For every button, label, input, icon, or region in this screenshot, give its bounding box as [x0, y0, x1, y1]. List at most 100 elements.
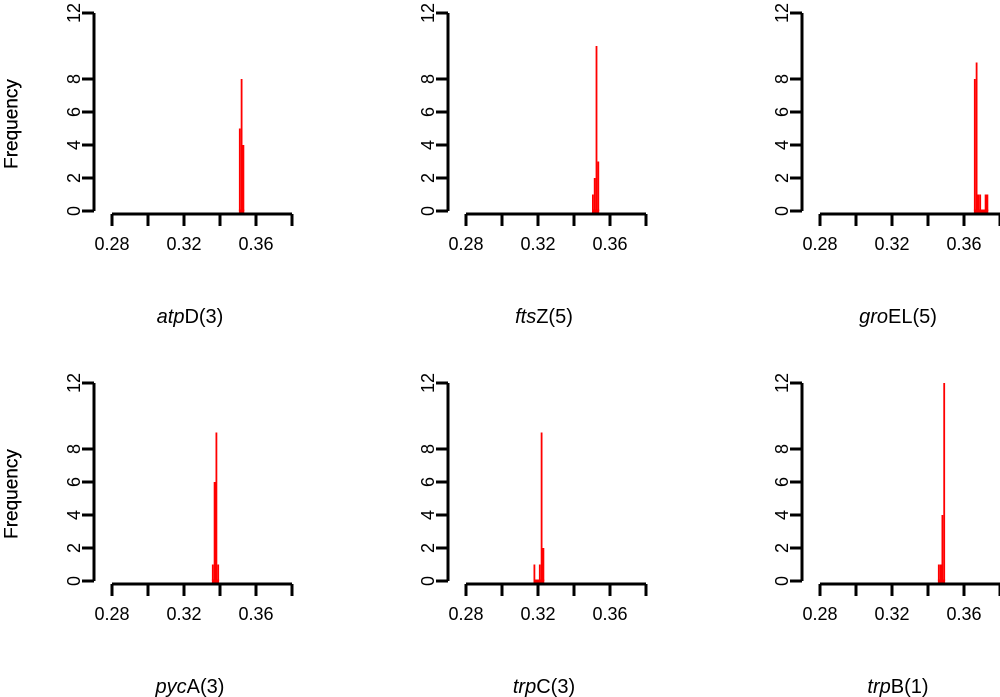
gene-name-italic: atp: [157, 306, 185, 328]
x-tick-label: 0.36: [592, 604, 627, 624]
y-tick-label: 4: [64, 140, 84, 150]
x-tick-label: 0.32: [874, 604, 909, 624]
histogram-bar: [211, 564, 214, 581]
histogram-bar: [213, 482, 216, 581]
x-axis-label: atpD(3): [157, 306, 224, 328]
histogram-bar: [593, 178, 596, 211]
y-tick-label: 4: [418, 510, 438, 520]
y-tick-label: 4: [772, 510, 792, 520]
y-tick-label: 6: [418, 107, 438, 117]
histogram-panel-5: 0.28 0.32 0.36 0 2 4 6 8 12 Frequency trpC(3): [2, 373, 648, 697]
gene-name-italic: gro: [859, 306, 888, 328]
y-axis-label: Frequency: [2, 79, 23, 169]
x-tick-label: 0.32: [520, 234, 555, 254]
y-tick-label: 4: [772, 140, 792, 150]
y-tick-label: 6: [772, 477, 792, 487]
x-axis-label: groEL(5): [859, 306, 937, 328]
histogram-bar: [939, 564, 942, 581]
histogram-bar: [984, 194, 987, 211]
x-axis-label: ftsZ(5): [515, 306, 573, 328]
gene-name-suffix: A(3): [187, 676, 225, 697]
y-tick-label: 2: [772, 173, 792, 183]
y-tick-label: 2: [418, 543, 438, 553]
gene-name-italic: trp: [513, 676, 536, 697]
histogram-bar: [941, 515, 944, 581]
y-tick-label: 12: [772, 373, 792, 393]
x-tick-label: 0.36: [592, 234, 627, 254]
histogram-bar: [538, 564, 541, 581]
histogram-panel-4: 0.28 0.32 0.36 0 2 4 6 8 12 Frequency pycA(3): [2, 373, 294, 697]
histogram-panel-1: 0.28 0.32 0.36 0 2 4 6 8 12 Frequency atpD(3): [2, 3, 294, 328]
y-axis-label: Frequency: [2, 79, 23, 169]
x-tick-label: 0.32: [874, 234, 909, 254]
y-tick-label: 8: [772, 444, 792, 454]
x-axis-label: trpC(3): [513, 676, 575, 697]
histogram-bar: [217, 564, 220, 581]
x-tick-label: 0.28: [94, 604, 129, 624]
histogram-bar: [215, 432, 218, 581]
gene-name-suffix: D(3): [184, 306, 223, 328]
x-tick-label: 0.36: [238, 604, 273, 624]
y-tick-label: 12: [418, 3, 438, 23]
x-tick-label: 0.28: [448, 234, 483, 254]
y-tick-label: 12: [772, 3, 792, 23]
y-tick-label: 8: [418, 444, 438, 454]
y-tick-label: 0: [418, 576, 438, 586]
y-axis-label: Frequency: [2, 449, 23, 539]
y-axis-label: Frequency: [2, 449, 23, 539]
histogram-bar: [533, 564, 536, 581]
histogram-bar: [943, 383, 946, 581]
histogram-bar: [540, 432, 543, 581]
gene-name-italic: pyc: [155, 676, 187, 697]
y-tick-label: 8: [772, 74, 792, 84]
histogram-bar: [542, 548, 545, 581]
histogram-panel-3: 0.28 0.32 0.36 0 2 4 6 8 12 Frequency groEL(5): [2, 3, 1000, 328]
x-axis-label: pycA(3): [155, 676, 225, 697]
y-tick-label: 2: [64, 173, 84, 183]
gene-name-italic: fts: [515, 306, 536, 328]
y-tick-label: 12: [64, 3, 84, 23]
y-axis-label: Frequency: [2, 79, 23, 169]
histogram-bar: [597, 161, 600, 211]
histogram-bar: [242, 145, 245, 211]
y-tick-label: 6: [64, 107, 84, 117]
histogram-bar: [986, 194, 989, 211]
y-tick-label: 6: [772, 107, 792, 117]
gene-name-suffix: EL(5): [888, 306, 937, 328]
histogram-bar: [240, 79, 243, 211]
gene-name-italic: trp: [867, 676, 890, 697]
histogram-bar: [979, 194, 982, 211]
x-tick-label: 0.36: [946, 604, 981, 624]
gene-name-suffix: B(1): [891, 676, 929, 697]
y-tick-label: 6: [418, 477, 438, 487]
histogram-bar: [937, 564, 940, 581]
histogram-bar: [973, 79, 976, 211]
y-tick-label: 0: [64, 206, 84, 216]
x-tick-label: 0.32: [520, 604, 555, 624]
x-tick-label: 0.32: [166, 234, 201, 254]
y-tick-label: 4: [418, 140, 438, 150]
y-tick-label: 0: [772, 206, 792, 216]
y-tick-label: 2: [772, 543, 792, 553]
gene-name-suffix: Z(5): [536, 306, 573, 328]
histogram-bar: [592, 194, 594, 211]
y-tick-label: 8: [64, 444, 84, 454]
x-tick-label: 0.28: [94, 234, 129, 254]
y-axis-label: Frequency: [2, 449, 23, 539]
x-tick-label: 0.36: [238, 234, 273, 254]
y-tick-label: 8: [418, 74, 438, 84]
x-tick-label: 0.28: [802, 604, 837, 624]
x-tick-label: 0.28: [448, 604, 483, 624]
y-tick-label: 6: [64, 477, 84, 487]
y-tick-label: 12: [64, 373, 84, 393]
histogram-bar: [595, 46, 598, 211]
histogram-bar: [977, 194, 980, 211]
histogram-bar: [238, 128, 241, 211]
gene-name-suffix: C(3): [536, 676, 575, 697]
histogram-bar: [975, 62, 978, 211]
x-tick-label: 0.36: [946, 234, 981, 254]
y-tick-label: 2: [418, 173, 438, 183]
x-tick-label: 0.28: [802, 234, 837, 254]
y-tick-label: 8: [64, 74, 84, 84]
